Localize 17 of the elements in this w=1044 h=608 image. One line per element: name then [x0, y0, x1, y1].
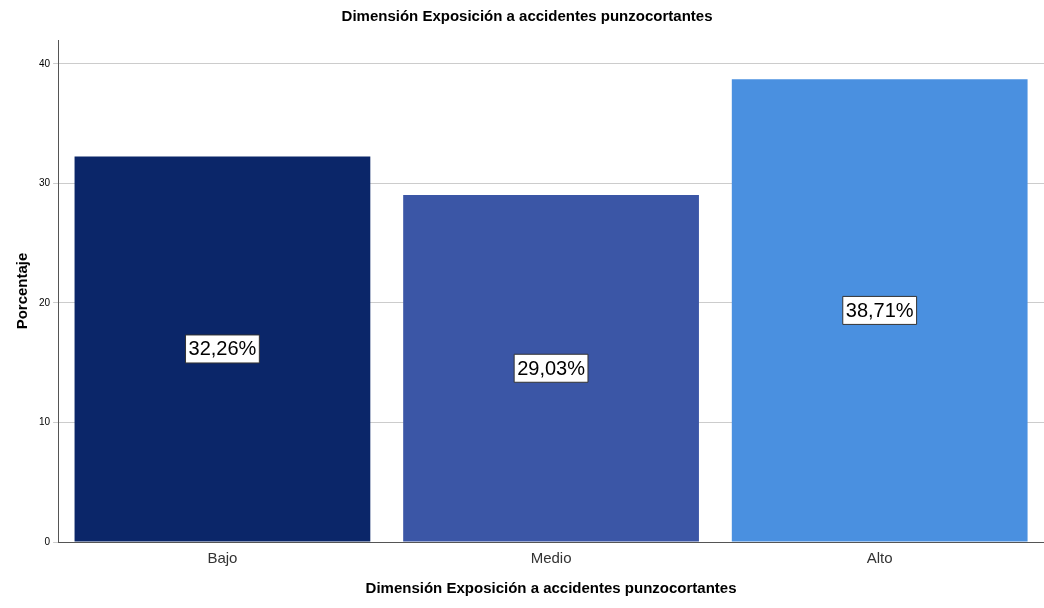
x-tick-label: Bajo — [207, 549, 238, 567]
y-tick-label: 30 — [39, 177, 51, 189]
data-label: 38,71% — [845, 298, 914, 321]
y-tick-label: 0 — [44, 535, 51, 547]
chart-title: Dimensión Exposición a accidentes punzocortantes — [341, 7, 713, 25]
x-tick-label: Medio — [530, 549, 572, 567]
x-axis-title: Dimensión Exposición a accidentes punzocortantes — [365, 579, 737, 597]
y-tick-label: 20 — [39, 296, 51, 308]
bar — [403, 195, 699, 542]
x-tick-label: Alto — [866, 549, 893, 567]
bar — [731, 79, 1028, 542]
bar — [74, 156, 371, 542]
data-label: 32,26% — [188, 337, 257, 360]
y-tick-label: 10 — [39, 416, 51, 428]
y-tick-label: 40 — [39, 57, 51, 69]
data-label: 29,03% — [517, 356, 586, 379]
y-axis-title: Porcentaje — [13, 252, 31, 330]
